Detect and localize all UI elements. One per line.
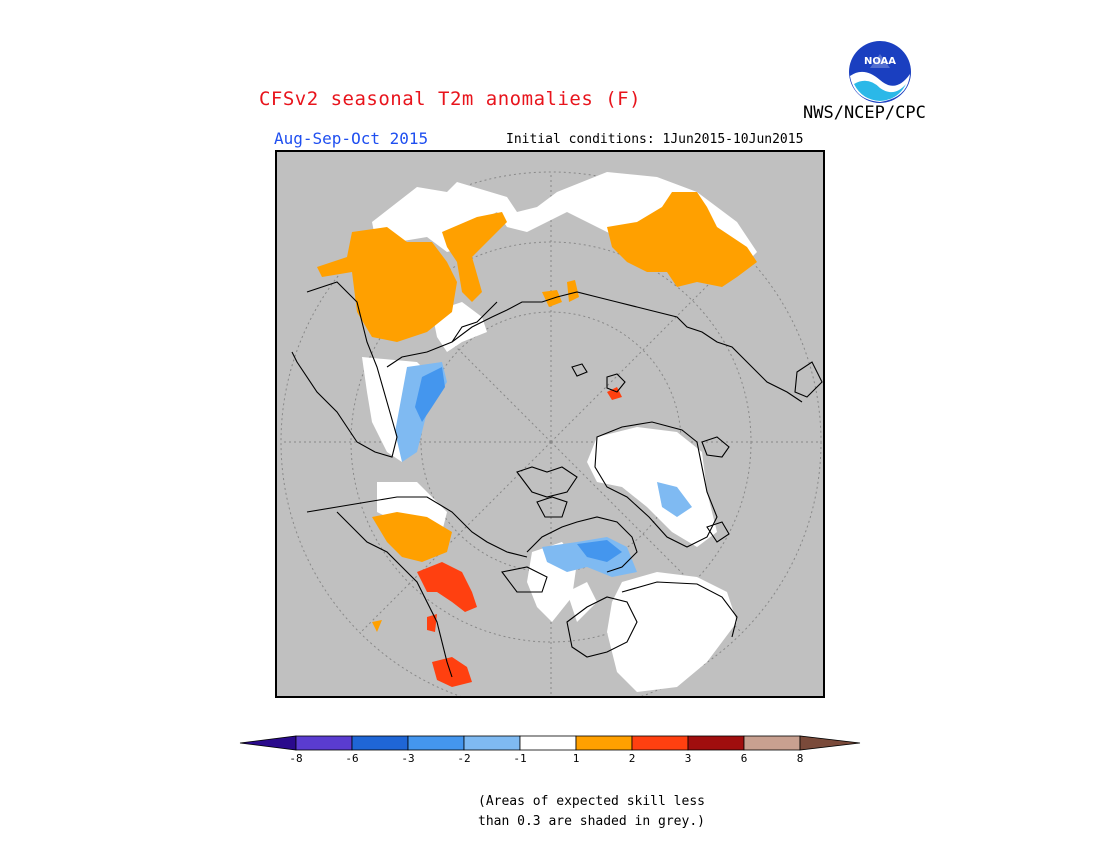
legend-swatch (687, 735, 745, 751)
skill-note-line2: than 0.3 are shaded in grey.) (478, 814, 705, 829)
legend-label: -2 (457, 752, 471, 765)
domain-circle (280, 171, 822, 696)
legend-arrow-high (799, 735, 861, 751)
legend-swatch (575, 735, 633, 751)
legend-swatch (519, 735, 577, 751)
legend-colorbar (239, 735, 861, 751)
legend-arrow-low (239, 735, 297, 751)
skill-note: (Areas of expected skill less than 0.3 a… (478, 792, 705, 832)
above-normal-orange (317, 192, 757, 632)
legend-swatch (463, 735, 521, 751)
legend-swatch (743, 735, 801, 751)
coastlines (291, 281, 823, 678)
legend-label: 2 (628, 752, 636, 765)
legend-label: -6 (345, 752, 359, 765)
map-panel (275, 150, 825, 698)
legend-label: 8 (796, 752, 804, 765)
polar-map (277, 152, 823, 696)
above-normal-red (417, 387, 622, 687)
skill-note-line1: (Areas of expected skill less (478, 794, 705, 809)
legend-swatch (631, 735, 689, 751)
map-title: CFSv2 seasonal T2m anomalies (F) (258, 88, 642, 110)
legend-swatch (407, 735, 465, 751)
legend-label: -8 (289, 752, 303, 765)
legend-label: 6 (740, 752, 748, 765)
initial-conditions: Initial conditions: 1Jun2015-10Jun2015 (506, 132, 804, 147)
legend-swatch (295, 735, 353, 751)
noaa-logo: NOAA (849, 41, 911, 103)
legend-label: -3 (401, 752, 415, 765)
logo-text: NOAA (864, 56, 896, 67)
legend-label: -1 (513, 752, 527, 765)
legend-label: 1 (572, 752, 580, 765)
agency-label: NWS/NCEP/CPC (803, 103, 926, 123)
legend-swatch (351, 735, 409, 751)
below-normal-medium (415, 367, 622, 562)
forecast-period: Aug-Sep-Oct 2015 (274, 129, 429, 148)
legend-labels: -8 -6 -3 -2 -1 1 2 3 6 8 (238, 752, 862, 768)
legend-label: 3 (684, 752, 692, 765)
